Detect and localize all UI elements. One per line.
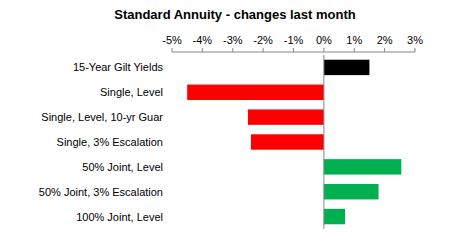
tick-label: 1%	[346, 34, 362, 46]
bar	[324, 60, 370, 75]
tick-mark	[263, 48, 264, 52]
tick-label: -5%	[162, 34, 182, 46]
tick-mark	[232, 48, 233, 52]
chart-container: Standard Annuity - changes last month -5%…	[0, 0, 450, 241]
tick-mark	[354, 48, 355, 52]
bar	[324, 209, 345, 224]
category-label: Single, 3% Escalation	[57, 136, 163, 148]
tick-label: 3%	[407, 34, 423, 46]
bar	[248, 109, 324, 124]
bar	[187, 85, 324, 100]
category-label: Single, Level, 10-yr Guar	[41, 111, 163, 123]
tick-mark	[384, 48, 385, 52]
category-label: 15-Year Gilt Yields	[73, 61, 164, 73]
tick-label: -1%	[284, 34, 304, 46]
category-label: 100% Joint, Level	[76, 211, 163, 223]
tick-mark	[415, 48, 416, 52]
tick-label: -2%	[253, 34, 273, 46]
tick-mark	[172, 48, 173, 52]
bar	[251, 134, 324, 149]
category-label: 50% Joint, 3% Escalation	[39, 186, 163, 198]
category-axis-line	[323, 55, 324, 229]
tick-label: 0%	[316, 34, 332, 46]
tick-mark	[323, 48, 324, 52]
bar	[324, 159, 401, 174]
tick-label: -3%	[223, 34, 243, 46]
title: Standard Annuity - changes last month	[114, 7, 356, 22]
tick-mark	[202, 48, 203, 52]
category-label: 50% Joint, Level	[82, 161, 163, 173]
bar	[324, 184, 379, 199]
tick-label: -4%	[193, 34, 213, 46]
category-label: Single, Level	[100, 86, 163, 98]
tick-mark	[293, 48, 294, 52]
bars	[187, 60, 401, 225]
chart-svg: Standard Annuity - changes last month -5%…	[0, 0, 450, 241]
tick-label: 2%	[377, 34, 393, 46]
